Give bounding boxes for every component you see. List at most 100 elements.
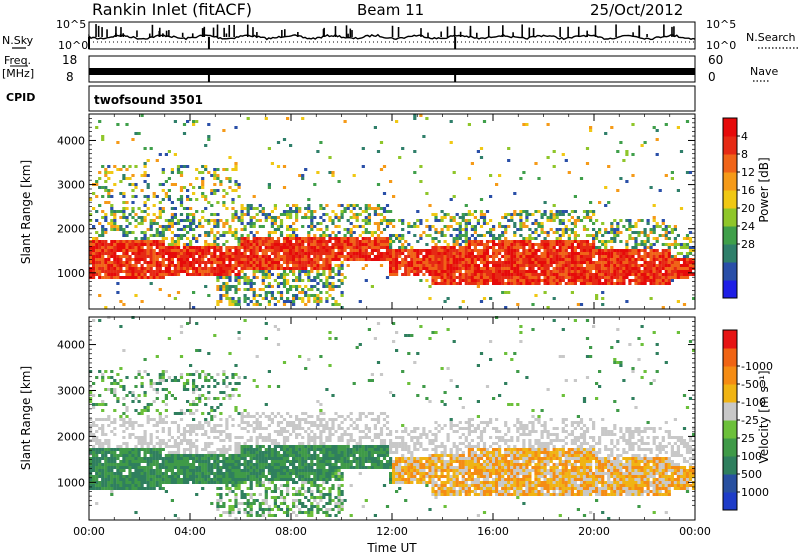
power-cell [452,219,456,222]
power-cell [585,216,590,219]
power-cell [146,195,150,198]
power-cell [258,210,262,213]
power-cell [628,279,632,282]
power-cell [452,216,456,219]
power-cell [261,273,265,276]
velocity-cell [170,481,174,484]
power-cell [146,228,150,231]
power-cell [361,243,365,246]
power-cell [325,255,329,258]
power-cell [258,303,262,306]
velocity-cell [182,460,187,463]
velocity-cell [192,430,196,433]
power-cell [131,249,135,252]
power-cell [589,243,593,246]
power-cell [134,225,138,228]
velocity-cell [170,478,174,481]
power-cell [122,252,126,255]
power-cell [282,258,287,261]
power-cell [304,249,308,252]
power-cell [182,264,187,267]
power-cell [267,300,271,303]
power-cell [425,252,429,255]
power-cell [143,216,147,219]
power-cell [192,261,196,264]
power-cell [252,195,256,198]
power-cell [316,303,320,306]
power-cell [176,246,181,249]
power-cell [373,258,377,261]
power-cell [89,219,93,222]
power-cell [610,276,614,279]
power-cell [140,267,144,270]
power-cell [567,246,571,249]
power-cell [434,279,438,282]
power-cell [376,258,381,261]
velocity-cell [107,376,111,379]
power-cell [328,237,332,240]
power-cell [619,267,623,270]
velocity-cell [131,400,135,403]
power-cell [349,231,353,234]
power-cell [264,243,268,246]
power-cell [213,213,217,216]
velocity-cell [189,433,193,436]
power-cell [682,270,687,273]
power-cell [552,270,556,273]
power-cell [467,123,471,126]
power-cell [173,270,177,273]
power-cell [255,240,259,243]
power-cell [313,276,317,279]
velocity-cell [176,442,181,445]
power-cell [319,264,323,267]
power-cell [340,273,344,276]
power-cell [455,276,459,279]
power-cell [137,252,141,255]
power-cell [395,261,399,264]
velocity-cell [149,466,153,469]
power-cell [249,240,253,243]
power-cell [392,234,396,237]
velocity-cell [134,484,138,487]
velocity-cell [195,397,199,400]
power-cell [243,276,247,279]
power-cell [346,228,350,231]
power-cell [164,228,168,231]
power-cell [598,261,602,264]
velocity-cell [198,421,202,424]
power-cell [325,264,329,267]
velocity-cell [210,457,214,460]
power-cell [273,255,277,258]
power-cell [298,249,302,252]
power-cell [334,273,338,276]
power-cell [616,282,620,285]
power-cell [473,255,477,258]
power-cell [289,267,293,270]
power-cell [104,216,108,219]
power-cell [258,243,262,246]
power-cell [186,264,190,267]
power-cell [273,264,277,267]
power-cell [664,228,668,231]
power-cell [252,267,256,270]
power-cell [507,219,511,222]
velocity-cell [158,412,162,415]
velocity-cell [164,388,168,391]
power-cell [258,225,262,228]
power-cell [637,267,641,270]
power-cell [449,276,453,279]
power-cell [410,252,414,255]
power-cell [604,243,608,246]
power-cell [555,282,559,285]
velocity-cell [204,478,208,481]
power-cell [95,219,99,222]
power-cell [561,222,565,225]
power-cell [601,258,605,261]
power-cell [485,210,490,213]
power-cell [489,273,493,276]
power-cell [413,258,417,261]
power-cell [573,222,577,225]
power-cell [479,270,484,273]
power-cell [476,282,480,285]
velocity-cell [161,373,165,376]
